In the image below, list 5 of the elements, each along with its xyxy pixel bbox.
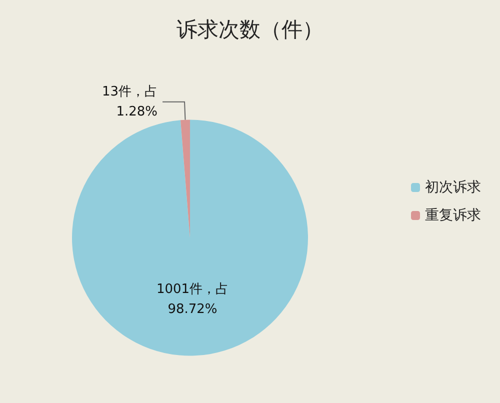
data-label: 13件，占 1.28% <box>102 84 158 120</box>
chart-title: 诉求次数（件） <box>176 18 324 42</box>
legend-label: 重复诉求 <box>425 208 481 224</box>
data-label: 1001件，占 98.72% <box>156 282 229 318</box>
legend-label: 初次诉求 <box>425 180 481 196</box>
